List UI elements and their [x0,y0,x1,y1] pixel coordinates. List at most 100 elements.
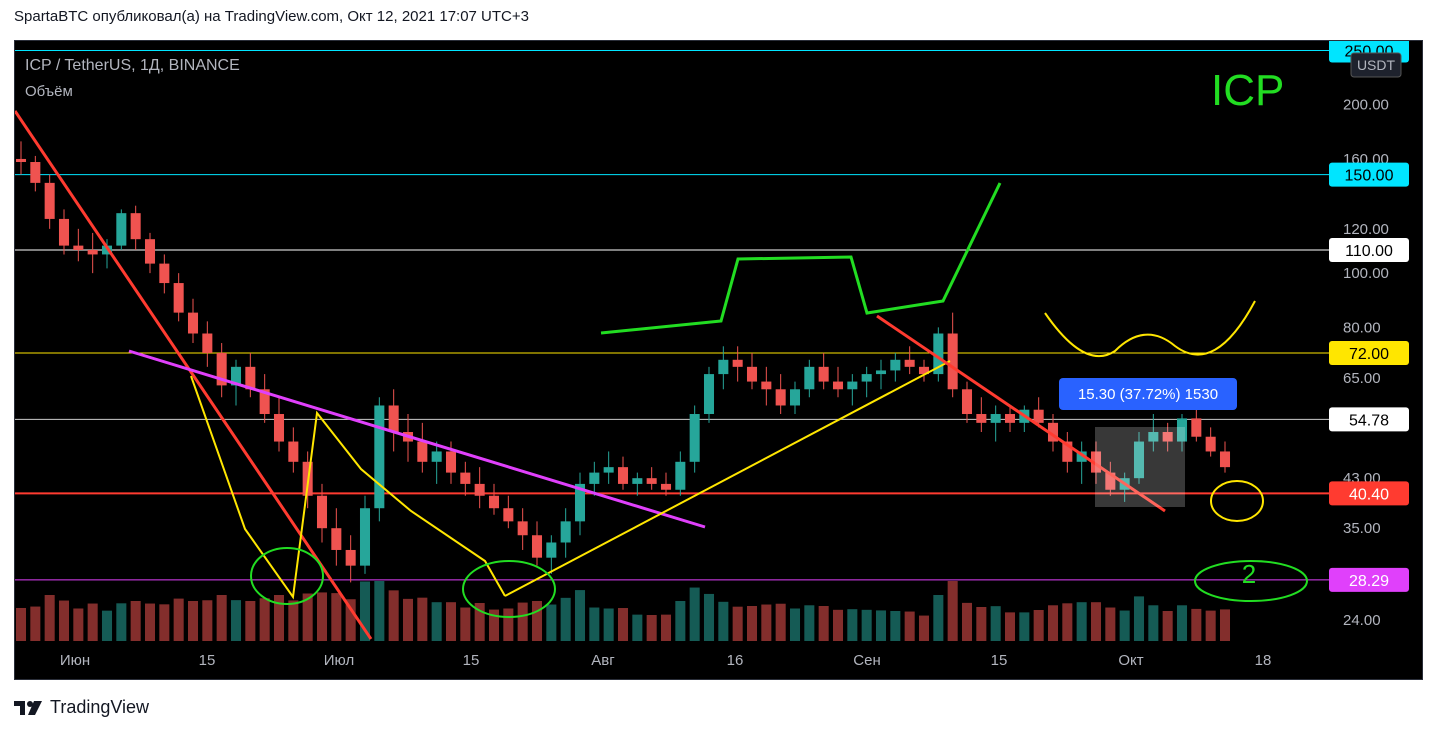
candle-body [976,414,987,423]
candle-body [73,245,84,250]
volume-bar [1162,611,1173,641]
candle-body [359,508,371,566]
candle-body [87,249,98,255]
price-level-badge [1329,340,1409,365]
candle-body [374,405,385,509]
price-level-label: 150.00 [1345,168,1394,185]
volume-bar [861,609,872,641]
volume-bar [187,601,199,641]
volume-bar [660,614,672,641]
volume-bar [101,610,113,641]
candle-body [646,478,657,484]
candle-body [732,359,743,367]
volume-bar [259,598,270,641]
candle-body [259,389,270,415]
price-tick-label: 35.00 [1343,520,1381,537]
volume-bar [904,611,915,641]
candle-body [847,381,858,390]
tradingview-logo-icon [14,700,42,715]
candle-body [331,528,342,550]
volume-bar [976,607,987,641]
candle-body [431,451,442,462]
currency-badge: USDT [1357,57,1396,73]
volume-bar [73,608,84,641]
candle-body [173,283,184,313]
volume-bar [374,581,385,641]
price-level-badge [1329,481,1409,506]
volume-bar [1004,612,1016,641]
volume-bar [603,608,614,641]
bottom-circle [462,560,556,618]
chart-watermark: ICP [1211,66,1284,115]
time-tick-label: 18 [1255,652,1272,669]
volume-bar [288,600,299,641]
candle-body [460,472,471,484]
candle-body [703,374,715,415]
candle-body [603,467,614,473]
candle-body [130,213,141,240]
candle-body [933,333,944,375]
volume-bar [445,602,457,641]
price-tick-label: 100.00 [1343,265,1389,282]
volume-bar [302,593,313,641]
volume-bar [488,609,500,641]
volume-bar [216,595,227,641]
chart-panel[interactable]: 200.00 160.00 120.00 100.00 80.00 65.00 43.00 3… [14,40,1423,680]
time-tick-label: Июл [324,652,354,669]
volume-bar [159,604,170,641]
measure-tooltip: 15.30 (37.72%) 1530 [1078,386,1218,403]
candle-body [789,389,801,406]
volume-bar [44,595,55,641]
price-level-badge [1329,162,1409,187]
volume-bar [30,606,41,641]
candle-body [15,158,27,163]
time-tick-label: Сен [853,652,880,669]
footer-brand: TradingView [14,697,149,718]
time-tick-label: 16 [727,652,744,669]
time-tick-label: 15 [463,652,480,669]
candle-body [1205,436,1216,452]
publish-info: SpartaBTC опубликовал(а) на TradingView.… [14,8,529,25]
price-level-badge [1329,407,1409,432]
candle-body [617,467,629,484]
measure-range-box [1095,427,1185,507]
candle-body [904,359,915,367]
volume-bar [1090,602,1102,641]
candle-body [144,239,156,264]
footer-brand-text: TradingView [50,697,150,717]
price-tick-label: 80.00 [1343,319,1381,336]
volume-bar [130,601,141,641]
candlestick-chart[interactable]: 200.00160.00120.00100.0080.0065.0043.003… [15,41,1422,679]
time-tick-label: 15 [991,652,1008,669]
volume-bar [1119,610,1130,641]
volume-bar [1047,605,1059,641]
volume-bar [503,608,514,641]
volume-bar [632,614,643,641]
candle-body [316,495,328,529]
recent-downtrend-line [876,314,1166,513]
candle-body [1176,418,1188,442]
volume-bar [1148,605,1159,641]
volume-bar [431,602,442,641]
candle-body [574,483,586,522]
volume-bar [875,610,887,641]
symbol-info: ICP / TetherUS, 1Д, BINANCE [25,57,240,74]
candle-body [245,366,256,390]
candle-body [832,381,844,390]
volume-bar [331,593,342,641]
candle-body [675,461,686,490]
zigzag-path [190,375,506,600]
price-level-badge [1329,567,1409,592]
volume-bar [245,601,256,641]
candle-body [417,441,428,462]
candle-body [818,366,829,382]
candle-body [918,366,930,375]
volume-label: Объём [25,83,73,100]
volume-bar [316,592,328,641]
candle-body [488,495,500,509]
time-tick-label: Авг [591,652,615,669]
volume-bar [230,600,242,641]
price-level-label: 40.40 [1349,486,1389,503]
volume-bar [617,608,629,641]
candle-body [1090,451,1102,473]
